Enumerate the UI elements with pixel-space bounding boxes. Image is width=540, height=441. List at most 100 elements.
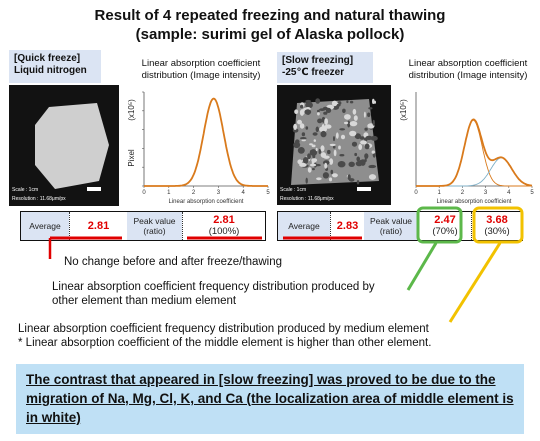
texture-speck: [333, 136, 335, 142]
texture-speck: [339, 154, 345, 157]
slow-peak2-ratio: (30%): [484, 226, 510, 237]
other-note-line1: Linear absorption coefficient frequency …: [52, 281, 375, 293]
texture-speck: [323, 111, 328, 115]
texture-speck: [339, 128, 346, 131]
texture-speck: [324, 162, 328, 169]
slow-image-resolution: Resolution : 11.68μm/px: [280, 196, 334, 202]
texture-speck: [337, 161, 346, 168]
medium-note-line2: * Linear absorption coefficient of the m…: [18, 337, 432, 349]
quick-peak-ratio: (100%): [208, 226, 240, 237]
texture-speck: [338, 145, 341, 150]
texture-speck: [305, 126, 309, 130]
texture-speck: [329, 158, 334, 165]
slow-peak-label-line2: (ratio): [379, 226, 403, 236]
texture-speck: [318, 148, 321, 155]
slow-peak1-number: 2.47: [434, 214, 456, 226]
texture-speck: [344, 121, 349, 125]
slow-image-scale: Scale : 1cm: [280, 187, 307, 193]
texture-speck: [309, 150, 313, 154]
texture-speck: [301, 132, 306, 137]
texture-speck: [346, 100, 349, 104]
yellow-connector: [448, 242, 502, 323]
texture-speck: [319, 108, 326, 111]
texture-speck: [367, 123, 375, 129]
texture-speck: [320, 145, 325, 152]
conclusion-text: The contrast that appeared in [slow free…: [26, 372, 514, 425]
texture-speck: [299, 123, 305, 129]
x-tick-label: 4: [242, 190, 246, 196]
texture-speck: [307, 153, 311, 160]
texture-speck: [324, 124, 332, 129]
texture-speck: [348, 161, 355, 167]
quick-peak-label-line1: Peak value: [133, 216, 176, 226]
texture-speck: [331, 173, 338, 178]
texture-speck: [305, 101, 313, 109]
other-element-note: Linear absorption coefficient frequency …: [52, 280, 452, 308]
slow-chart-title: Linear absorption coefficient distributi…: [396, 58, 540, 82]
quick-label-line1: [Quick freeze]: [14, 53, 81, 64]
texture-speck: [359, 136, 365, 140]
slow-result-table: Average 2.83 Peak value (ratio) 2.47 (70…: [277, 211, 523, 241]
texture-speck: [317, 112, 320, 116]
x-tick-label: 0: [414, 190, 418, 196]
texture-speck: [311, 158, 318, 163]
texture-speck: [333, 149, 337, 157]
x-tick-label: 4: [507, 190, 511, 196]
texture-speck: [304, 109, 312, 115]
texture-speck: [342, 108, 346, 113]
texture-speck: [307, 167, 312, 173]
x-axis-label: Linear absorption coefficient: [169, 199, 244, 205]
texture-speck: [349, 100, 354, 104]
texture-speck: [302, 157, 309, 164]
quick-sample-shape: [35, 103, 109, 189]
x-tick-label: 2: [461, 190, 465, 196]
texture-speck: [364, 127, 368, 131]
texture-speck: [297, 147, 305, 154]
slow-scale-bar: [357, 187, 371, 191]
texture-speck: [300, 104, 304, 109]
title-line1: Result of 4 repeated freezing and natura…: [94, 7, 446, 24]
texture-speck: [364, 143, 370, 150]
slow-peak2-number: 3.68: [486, 214, 508, 226]
quick-result-table: Average 2.81 Peak value (ratio) 2.81 (10…: [20, 211, 266, 241]
texture-speck: [320, 152, 327, 158]
texture-speck: [316, 177, 322, 181]
slow-peak1-ratio: (70%): [432, 226, 458, 237]
slow-freezing-ct-image: Scale : 1cm Resolution : 11.68μm/px: [277, 85, 391, 205]
slow-absorption-chart: 0 1 2 3 4 5 Linear absorption coefficient (x10⁵…: [399, 92, 534, 205]
texture-speck: [368, 107, 373, 110]
quick-chart-title-line2: distribution (Image intensity): [141, 70, 261, 81]
slow-label-line2: -25℃ freezer: [282, 67, 345, 78]
texture-speck: [365, 135, 373, 140]
texture-speck: [368, 174, 377, 180]
texture-speck: [317, 118, 323, 124]
quick-scale-bar: [87, 187, 101, 191]
texture-speck: [340, 134, 346, 140]
texture-speck: [347, 120, 351, 128]
texture-speck: [331, 100, 338, 107]
texture-speck: [332, 145, 336, 149]
x-tick-label: 3: [217, 190, 221, 196]
texture-speck: [311, 144, 316, 148]
slow-sample-image: [277, 85, 391, 205]
quick-peak-label: Peak value (ratio): [127, 212, 182, 240]
texture-speck: [317, 109, 320, 113]
texture-speck: [311, 168, 315, 171]
y-axis-label: Pixel: [127, 149, 136, 167]
texture-speck: [319, 126, 327, 133]
texture-speck: [297, 119, 302, 125]
texture-speck: [354, 152, 358, 157]
texture-speck: [364, 153, 369, 159]
quick-peak-value: 2.81 (100%): [182, 212, 265, 240]
quick-chart-title: Linear absorption coefficient distributi…: [128, 58, 274, 82]
slow-freezing-label: [Slow freezing] -25℃ freezer: [277, 52, 373, 83]
texture-speck: [351, 141, 358, 147]
slow-chart-title-line1: Linear absorption coefficient: [408, 58, 528, 69]
slow-sample-texture: [292, 98, 378, 185]
texture-speck: [320, 130, 327, 138]
texture-speck: [352, 108, 357, 115]
texture-speck: [370, 135, 378, 141]
texture-speck: [293, 123, 297, 130]
texture-speck: [315, 126, 319, 133]
